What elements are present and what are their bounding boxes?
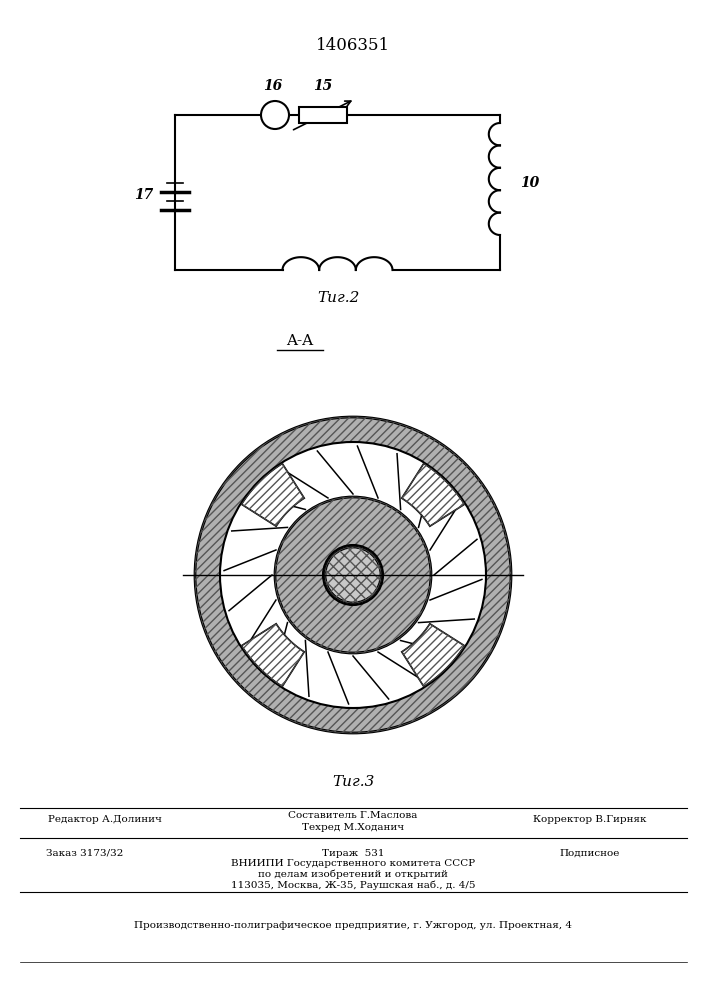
Text: Редактор А.Долинич: Редактор А.Долинич: [48, 816, 162, 824]
Circle shape: [220, 442, 486, 708]
Polygon shape: [402, 464, 464, 526]
Text: 16: 16: [264, 79, 283, 93]
Text: Τиг.2: Τиг.2: [317, 291, 359, 305]
Text: Тираж  531: Тираж 531: [322, 848, 384, 857]
Text: Составитель Г.Маслова: Составитель Г.Маслова: [288, 810, 418, 820]
Text: 113035, Москва, Ж-35, Раушская наб., д. 4/5: 113035, Москва, Ж-35, Раушская наб., д. …: [230, 880, 475, 890]
Bar: [299, 107, 347, 123]
Polygon shape: [402, 624, 464, 686]
Text: 1406351: 1406351: [316, 36, 390, 53]
Circle shape: [323, 545, 383, 605]
Circle shape: [325, 547, 381, 603]
Circle shape: [275, 497, 431, 653]
Text: Техред М.Ходанич: Техред М.Ходанич: [302, 824, 404, 832]
Text: Производственно-полиграфическое предприятие, г. Ужгород, ул. Проектная, 4: Производственно-полиграфическое предприя…: [134, 920, 572, 930]
Text: A: A: [271, 108, 279, 121]
Text: 17: 17: [134, 188, 153, 202]
Text: по делам изобретений и открытий: по делам изобретений и открытий: [258, 869, 448, 879]
Text: 10: 10: [520, 176, 539, 190]
Circle shape: [261, 101, 289, 129]
Polygon shape: [242, 624, 304, 686]
Text: 15: 15: [313, 79, 332, 93]
Text: Τиг.3: Τиг.3: [332, 775, 374, 789]
Text: Заказ 3173/32: Заказ 3173/32: [47, 848, 124, 857]
Polygon shape: [242, 464, 304, 526]
Circle shape: [195, 417, 511, 733]
Text: ВНИИПИ Государственного комитета СССР: ВНИИПИ Государственного комитета СССР: [231, 858, 475, 867]
Text: Подписное: Подписное: [560, 848, 620, 857]
Text: A-A: A-A: [286, 334, 314, 348]
Text: Корректор В.Гирняк: Корректор В.Гирняк: [533, 816, 647, 824]
